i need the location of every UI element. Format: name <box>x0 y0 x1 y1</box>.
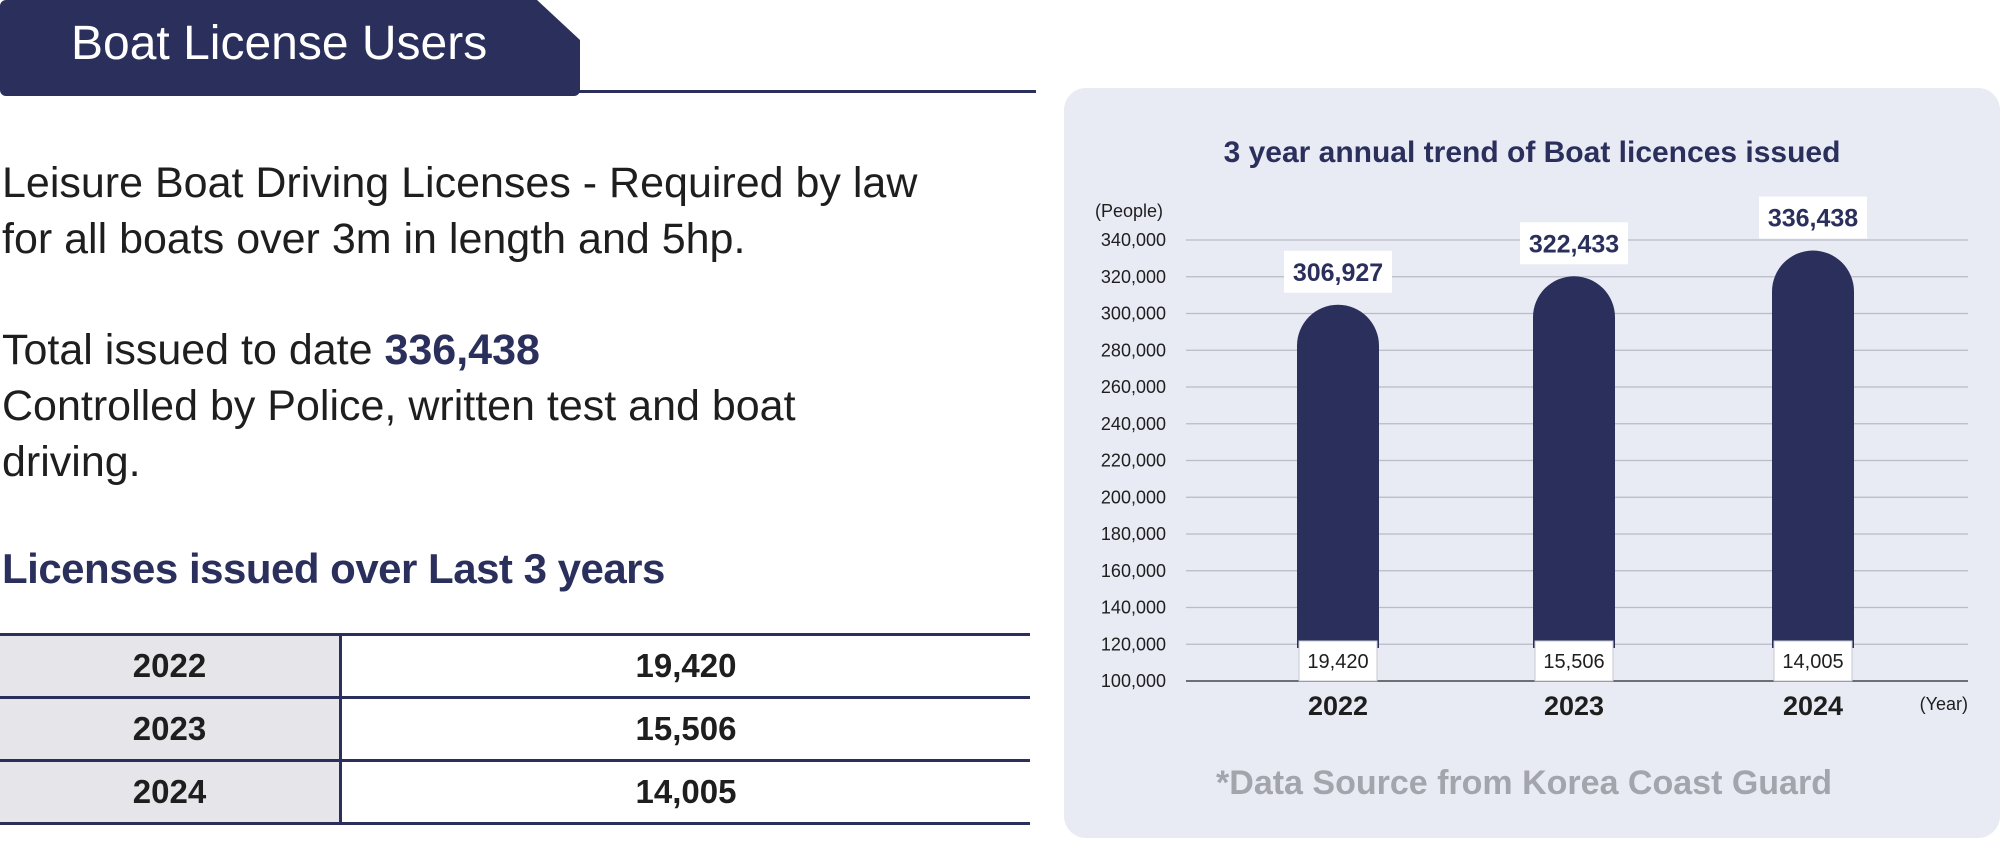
table-row: 2022 19,420 <box>0 633 1030 699</box>
y-tick-label: 100,000 <box>1101 671 1166 691</box>
y-tick-label: 300,000 <box>1101 304 1166 324</box>
base-value-label: 19,420 <box>1307 651 1368 673</box>
y-tick-label: 320,000 <box>1101 267 1166 287</box>
bar-2023 <box>1533 276 1615 648</box>
table-year-cell: 2023 <box>0 696 342 762</box>
description-line-1: Leisure Boat Driving Licenses - Required… <box>2 159 918 207</box>
licenses-table: 2022 19,420 2023 15,506 2024 14,005 <box>0 633 1030 825</box>
table-year-cell: 2022 <box>0 633 342 699</box>
y-tick-label: 280,000 <box>1101 340 1166 360</box>
x-tick-label: 2022 <box>1308 691 1368 721</box>
y-tick-label: 260,000 <box>1101 377 1166 397</box>
bar-chart: 3 year annual trend of Boat licences iss… <box>1095 136 1968 802</box>
data-label-box <box>1284 250 1392 293</box>
data-label: 336,438 <box>1768 205 1858 233</box>
table-value-cell: 15,506 <box>340 696 1030 762</box>
base-label-box <box>1534 640 1614 682</box>
data-label-box <box>1520 222 1628 265</box>
total-value: 336,438 <box>384 326 540 374</box>
bar-2022 <box>1297 304 1379 648</box>
base-value-label: 14,005 <box>1782 651 1843 673</box>
control-line-2: driving. <box>2 438 141 486</box>
base-label-box <box>1773 640 1853 682</box>
x-axis-label: (Year) <box>1920 694 1968 714</box>
data-source-note: *Data Source from Korea Coast Guard <box>1216 764 1832 802</box>
x-tick-label: 2024 <box>1783 691 1843 721</box>
data-label: 322,433 <box>1529 230 1619 258</box>
y-tick-label: 200,000 <box>1101 487 1166 507</box>
header-underline <box>570 90 1036 93</box>
y-tick-label: 180,000 <box>1101 524 1166 544</box>
y-tick-label: 240,000 <box>1101 414 1166 434</box>
y-tick-label: 120,000 <box>1101 634 1166 654</box>
licenses-heading: Licenses issued over Last 3 years <box>2 545 665 592</box>
x-tick-label: 2023 <box>1544 691 1604 721</box>
y-axis-label: (People) <box>1095 201 1163 221</box>
description: Leisure Boat Driving Licenses - Required… <box>2 155 1002 267</box>
y-tick-label: 160,000 <box>1101 561 1166 581</box>
table-row: 2023 15,506 <box>0 696 1030 762</box>
table-year-cell: 2024 <box>0 759 342 825</box>
control-line-1: Controlled by Police, written test and b… <box>2 382 796 430</box>
header-tab <box>0 0 580 96</box>
y-tick-label: 140,000 <box>1101 598 1166 618</box>
chart-title: 3 year annual trend of Boat licences iss… <box>1224 136 1841 169</box>
data-label-box <box>1759 196 1867 239</box>
base-label-box <box>1298 640 1378 682</box>
data-label: 306,927 <box>1293 259 1383 287</box>
description-line-2: for all boats over 3m in length and 5hp. <box>2 215 746 263</box>
total-line: Total issued to date 336,438 <box>2 322 1002 378</box>
base-value-label: 15,506 <box>1543 651 1604 673</box>
total-block: Total issued to date 336,438 Controlled … <box>2 322 1002 490</box>
y-tick-label: 220,000 <box>1101 451 1166 471</box>
total-label: Total issued to date <box>2 326 385 374</box>
table-value-cell: 14,005 <box>340 759 1030 825</box>
table-row: 2024 14,005 <box>0 759 1030 825</box>
y-tick-label: 340,000 <box>1101 230 1166 250</box>
bar-2024 <box>1772 250 1854 649</box>
page-title: Boat License Users <box>71 17 488 70</box>
chart-panel: 3 year annual trend of Boat licences iss… <box>1064 88 2000 838</box>
table-value-cell: 19,420 <box>340 633 1030 699</box>
